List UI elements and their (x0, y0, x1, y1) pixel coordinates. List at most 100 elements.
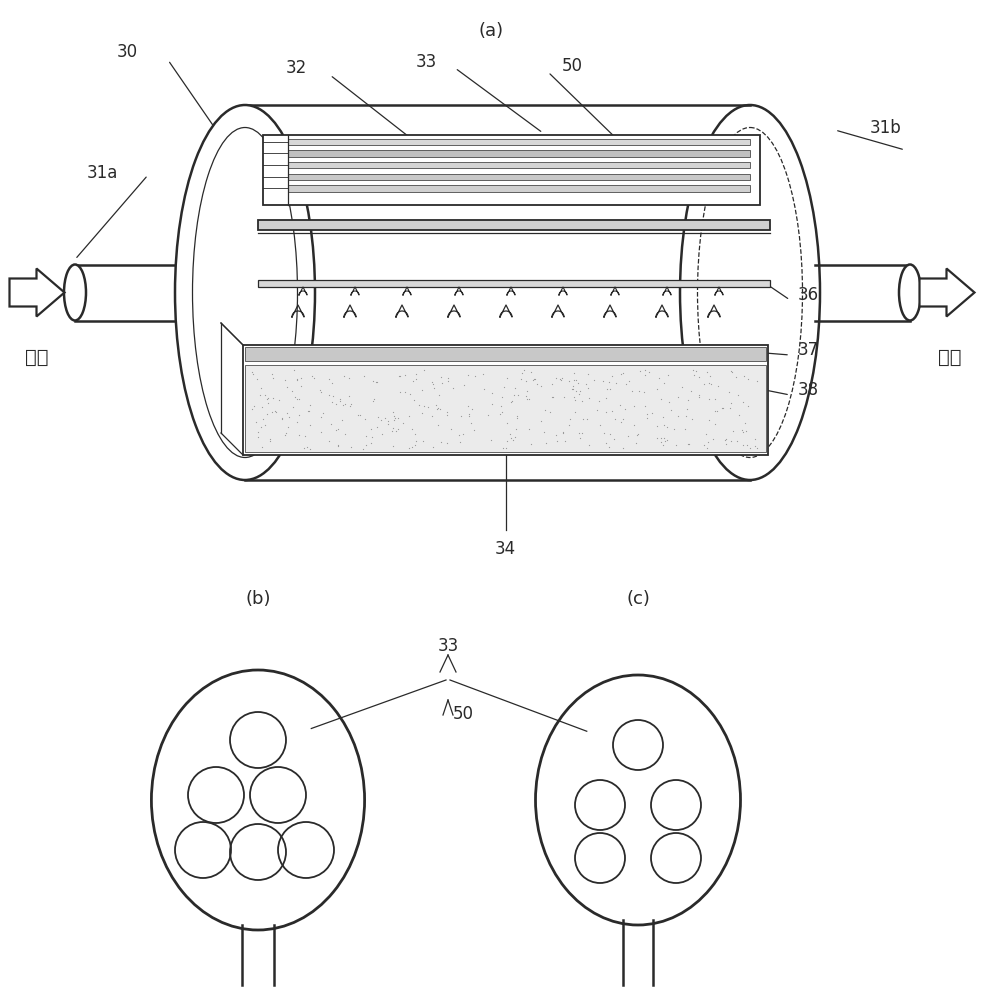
Text: (a): (a) (479, 22, 503, 40)
Point (467, 368, 483, 384)
Point (281, 409, 297, 425)
Point (385, 412, 401, 428)
Point (656, 430, 671, 446)
Point (336, 368, 352, 384)
Point (252, 387, 267, 403)
Point (260, 406, 275, 422)
Point (484, 385, 499, 401)
Point (615, 440, 631, 456)
Point (367, 391, 382, 407)
Point (749, 440, 765, 456)
Bar (288, 162, 750, 168)
Point (580, 366, 596, 382)
Point (426, 376, 441, 392)
Point (406, 392, 422, 408)
Point (509, 408, 525, 424)
Point (592, 417, 607, 433)
Point (637, 398, 653, 414)
Point (364, 429, 379, 445)
Point (641, 364, 657, 380)
Point (385, 404, 401, 420)
Point (456, 377, 472, 393)
Point (518, 373, 534, 389)
Point (385, 438, 401, 454)
Point (669, 408, 685, 424)
Point (566, 389, 582, 405)
Point (542, 404, 557, 420)
Point (571, 386, 587, 402)
Point (545, 389, 560, 405)
Point (568, 383, 584, 399)
Point (335, 397, 351, 413)
Point (280, 419, 296, 435)
Point (414, 405, 430, 421)
Point (244, 364, 260, 380)
Point (493, 398, 509, 414)
Point (738, 423, 754, 439)
Bar (258, 280, 770, 287)
Point (604, 403, 619, 419)
Point (301, 403, 317, 419)
Point (654, 391, 669, 407)
Point (624, 383, 640, 399)
Point (460, 367, 476, 383)
Point (358, 411, 374, 427)
Point (723, 363, 739, 379)
Point (696, 376, 712, 392)
Point (273, 411, 289, 427)
Point (249, 414, 264, 430)
Point (432, 401, 447, 417)
Point (629, 427, 645, 443)
Point (430, 417, 445, 433)
Point (313, 424, 328, 440)
Point (395, 415, 411, 431)
Point (245, 366, 260, 382)
Point (684, 411, 700, 427)
Point (737, 415, 753, 431)
Text: 30: 30 (117, 43, 138, 61)
Point (498, 440, 514, 456)
Point (415, 433, 431, 449)
Point (607, 375, 623, 391)
Point (735, 437, 751, 453)
Ellipse shape (64, 264, 86, 320)
Point (397, 384, 413, 400)
Point (699, 440, 715, 456)
Point (649, 381, 665, 397)
Point (484, 432, 499, 448)
Point (649, 418, 665, 434)
Point (728, 433, 744, 449)
Text: 38: 38 (798, 381, 819, 399)
Point (513, 371, 529, 387)
Point (618, 376, 634, 392)
Point (614, 411, 630, 427)
Point (747, 431, 763, 447)
Point (503, 430, 519, 446)
Point (461, 408, 477, 424)
Point (626, 398, 642, 414)
Point (708, 391, 723, 407)
Bar (245, 347, 766, 361)
Point (632, 363, 648, 379)
Point (254, 380, 269, 396)
Point (716, 400, 731, 416)
Point (719, 431, 734, 447)
Point (603, 426, 618, 442)
Polygon shape (10, 268, 65, 316)
Point (377, 410, 393, 426)
Point (363, 435, 378, 451)
Ellipse shape (175, 105, 315, 480)
Point (485, 396, 500, 412)
Point (567, 392, 583, 408)
Point (615, 365, 631, 381)
Point (499, 370, 515, 386)
Point (480, 407, 495, 423)
Point (678, 401, 694, 417)
Point (265, 370, 281, 386)
Text: 输入: 输入 (26, 348, 49, 366)
Point (613, 366, 629, 382)
Point (660, 432, 675, 448)
Point (334, 412, 350, 428)
Point (366, 393, 381, 409)
Point (434, 375, 449, 391)
